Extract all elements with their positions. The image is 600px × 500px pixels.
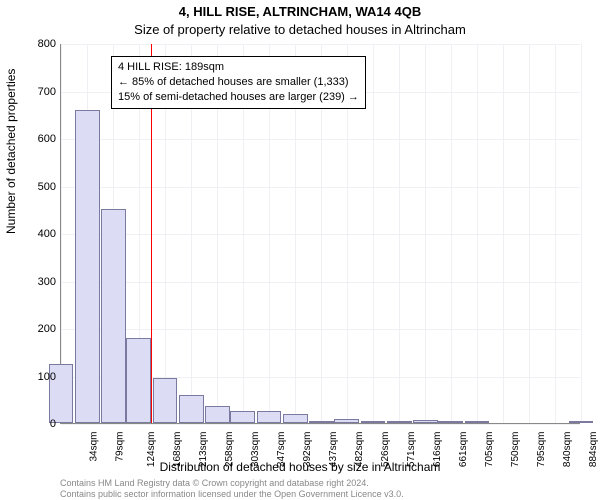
gridline-v — [477, 44, 478, 423]
y-tick-label: 700 — [16, 86, 56, 98]
x-tick-label: 303sqm — [250, 432, 261, 468]
histogram-bar — [230, 411, 255, 423]
histogram-bar — [205, 406, 230, 423]
y-tick-label: 500 — [16, 181, 56, 193]
x-tick-label: 124sqm — [146, 432, 157, 468]
y-tick-label: 200 — [16, 323, 56, 335]
histogram-bar — [153, 378, 178, 423]
gridline-v — [399, 44, 400, 423]
gridline-v — [529, 44, 530, 423]
x-tick-label: 347sqm — [276, 432, 287, 468]
x-tick-label: 705sqm — [484, 432, 495, 468]
y-tick-label: 100 — [16, 371, 56, 383]
x-tick-label: 482sqm — [354, 432, 365, 468]
x-tick-label: 213sqm — [198, 432, 209, 468]
histogram-bar — [387, 421, 412, 423]
x-tick-label: 616sqm — [432, 432, 443, 468]
chart-container: 4, HILL RISE, ALTRINCHAM, WA14 4QB Size … — [0, 0, 600, 500]
histogram-bar — [126, 338, 151, 424]
histogram-bar — [257, 411, 282, 423]
x-tick-label: 34sqm — [89, 432, 100, 462]
callout-box: 4 HILL RISE: 189sqm← 85% of detached hou… — [111, 56, 366, 109]
y-tick-label: 400 — [16, 228, 56, 240]
gridline-v — [581, 44, 582, 423]
callout-line: 15% of semi-detached houses are larger (… — [118, 90, 359, 105]
histogram-bar — [569, 421, 594, 423]
histogram-bar — [465, 421, 490, 423]
x-tick-label: 79sqm — [115, 432, 126, 462]
gridline-v — [425, 44, 426, 423]
x-tick-label: 884sqm — [588, 432, 599, 468]
histogram-bar — [334, 419, 359, 423]
x-tick-label: 750sqm — [510, 432, 521, 468]
chart-subtitle: Size of property relative to detached ho… — [0, 22, 600, 37]
callout-line: 4 HILL RISE: 189sqm — [118, 60, 359, 75]
plot-area: 4 HILL RISE: 189sqm← 85% of detached hou… — [60, 44, 580, 424]
gridline-v — [503, 44, 504, 423]
histogram-bar — [361, 421, 386, 423]
attribution-footer: Contains HM Land Registry data © Crown c… — [60, 478, 404, 500]
histogram-bar — [283, 414, 308, 423]
gridline-v — [451, 44, 452, 423]
gridline-v — [555, 44, 556, 423]
histogram-bar — [309, 421, 334, 423]
x-tick-label: 437sqm — [328, 432, 339, 468]
histogram-bar — [101, 209, 126, 423]
y-tick-label: 0 — [16, 418, 56, 430]
histogram-bar — [179, 395, 204, 424]
gridline-h — [61, 424, 580, 425]
x-tick-label: 840sqm — [562, 432, 573, 468]
x-tick-label: 795sqm — [536, 432, 547, 468]
histogram-bar — [438, 421, 463, 423]
histogram-bar — [413, 420, 438, 423]
x-tick-label: 168sqm — [172, 432, 183, 468]
x-tick-label: 258sqm — [224, 432, 235, 468]
y-tick-label: 300 — [16, 276, 56, 288]
footer-line-1: Contains HM Land Registry data © Crown c… — [60, 478, 404, 489]
footer-line-2: Contains public sector information licen… — [60, 489, 404, 500]
y-tick-label: 600 — [16, 133, 56, 145]
histogram-bar — [75, 110, 100, 424]
callout-line: ← 85% of detached houses are smaller (1,… — [118, 75, 359, 90]
x-tick-label: 392sqm — [302, 432, 313, 468]
x-tick-label: 661sqm — [458, 432, 469, 468]
address-title: 4, HILL RISE, ALTRINCHAM, WA14 4QB — [0, 4, 600, 19]
x-tick-label: 571sqm — [406, 432, 417, 468]
gridline-v — [373, 44, 374, 423]
x-tick-label: 526sqm — [380, 432, 391, 468]
y-tick-label: 800 — [16, 38, 56, 50]
